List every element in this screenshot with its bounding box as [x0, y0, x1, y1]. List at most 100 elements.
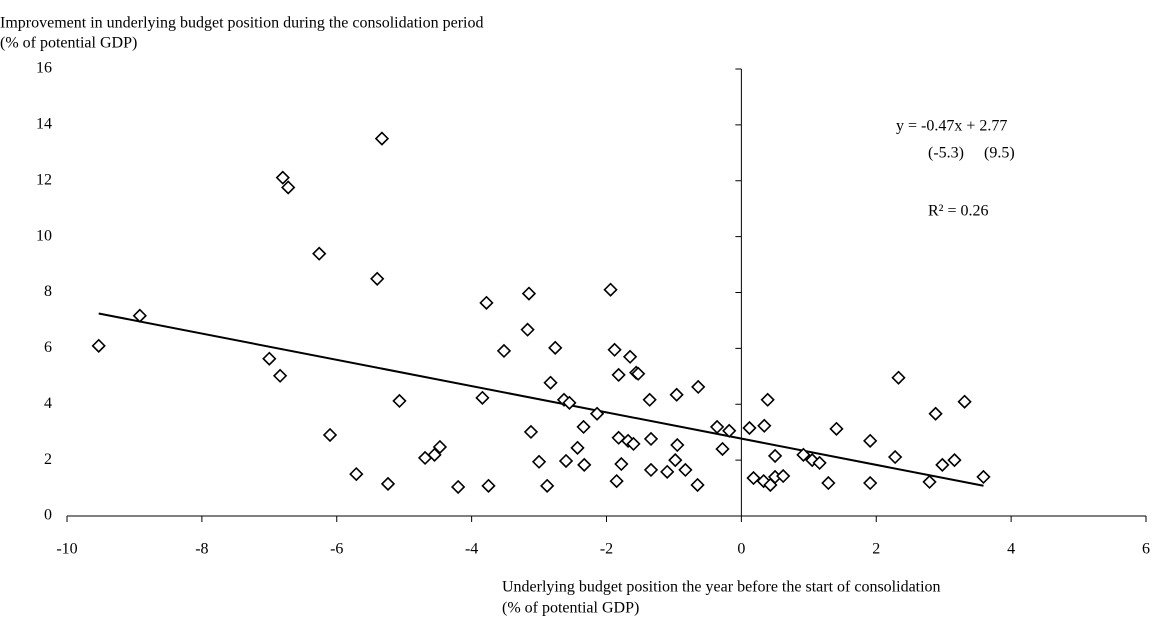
- y-tick-label: 2: [44, 451, 52, 468]
- scatter-point: [611, 367, 626, 383]
- scatter-point: [863, 433, 878, 448]
- scatter-point: [715, 441, 730, 457]
- scatter-point: [543, 375, 558, 390]
- scatter-point: [91, 338, 106, 353]
- scatter-point: [521, 286, 537, 301]
- y-tick-label: 12: [36, 171, 52, 188]
- x-tick-label: -4: [465, 541, 478, 558]
- scatter-point: [349, 466, 364, 482]
- scatter-point: [576, 419, 591, 435]
- trendline: [98, 312, 984, 487]
- scatter-point: [891, 370, 906, 385]
- y-tick-label: 14: [36, 116, 52, 133]
- scatter-point: [863, 475, 878, 491]
- scatter-point: [928, 406, 943, 421]
- scatter-point: [540, 478, 555, 493]
- scatter-point: [757, 418, 772, 433]
- scatter-point: [562, 395, 577, 410]
- r-squared: R² = 0.26: [928, 203, 989, 220]
- scatter-point: [670, 437, 685, 453]
- scatter-point: [589, 406, 605, 421]
- scatter-point: [570, 440, 585, 455]
- scatter-point: [611, 430, 626, 445]
- y-tick-label: 16: [36, 60, 52, 77]
- scatter-point: [626, 436, 641, 452]
- y-axis-title: Improvement in underlying budget positio…: [0, 15, 483, 32]
- scatter-point: [935, 457, 950, 473]
- scatter-point: [643, 431, 659, 447]
- scatter-point: [746, 470, 761, 486]
- scatter-point: [531, 454, 547, 469]
- x-tick-label: -2: [600, 541, 613, 558]
- scatter-point: [722, 423, 737, 438]
- scatter-point: [796, 447, 811, 462]
- t-stats: (-5.3) (9.5): [928, 145, 1015, 162]
- scatter-point: [660, 464, 675, 479]
- x-tick-label: -8: [195, 541, 208, 558]
- scatter-point: [272, 368, 288, 383]
- scatter-point: [622, 349, 638, 364]
- y-tick-label: 6: [44, 339, 52, 356]
- scatter-point: [392, 393, 407, 409]
- scatter-point: [976, 469, 991, 485]
- x-tick-label: 4: [1007, 541, 1015, 558]
- scatter-point: [479, 295, 494, 310]
- scatter-point: [821, 475, 836, 491]
- scatter-point: [548, 340, 563, 355]
- x-tick-label: 0: [737, 541, 745, 558]
- scatter-point: [609, 473, 624, 489]
- scatter-point: [427, 447, 442, 462]
- scatter-point: [380, 476, 396, 492]
- scatter-point: [669, 387, 684, 402]
- scatter-point: [742, 420, 757, 436]
- scatter-point: [767, 448, 783, 464]
- scatter-point: [607, 342, 622, 357]
- scatter-point: [374, 131, 390, 146]
- x-axis-title: (% of potential GDP): [502, 600, 639, 617]
- scatter-point: [275, 170, 290, 185]
- scatter-point: [922, 474, 937, 490]
- scatter-point: [812, 455, 827, 471]
- scatter-point: [475, 390, 490, 405]
- scatter-point: [370, 271, 385, 286]
- scatter-point: [690, 477, 705, 493]
- scatter-point: [523, 424, 539, 440]
- scatter-point: [643, 462, 659, 478]
- scatter-point: [558, 453, 574, 469]
- x-tick-label: 6: [1142, 541, 1150, 558]
- x-tick-label: -10: [56, 541, 77, 558]
- scatter-point: [888, 449, 903, 465]
- scatter-point: [451, 479, 466, 495]
- scatter-point: [312, 246, 327, 261]
- scatter-point: [631, 366, 646, 381]
- y-tick-label: 10: [36, 227, 52, 244]
- scatter-point: [776, 468, 791, 484]
- scatter-point: [957, 394, 972, 409]
- scatter-point: [281, 180, 296, 195]
- scatter-point: [322, 427, 338, 443]
- scatter-point: [481, 478, 496, 493]
- y-tick-label: 4: [44, 395, 52, 412]
- scatter-point: [829, 421, 844, 436]
- scatter-point: [132, 308, 147, 323]
- scatter-point: [678, 462, 693, 478]
- scatter-point: [496, 343, 512, 359]
- y-tick-label: 0: [44, 507, 52, 524]
- scatter-point: [520, 322, 535, 337]
- scatter-point: [668, 452, 683, 468]
- scatter-point: [432, 439, 448, 455]
- scatter-point: [709, 419, 725, 435]
- equation: y = -0.47x + 2.77: [896, 118, 1007, 135]
- x-axis-title: Underlying budget position the year befo…: [502, 579, 941, 596]
- x-tick-label: 2: [872, 541, 880, 558]
- scatter-point: [642, 392, 657, 407]
- y-axis-title: (% of potential GDP): [0, 35, 137, 52]
- x-tick-label: -6: [330, 541, 343, 558]
- y-tick-label: 8: [44, 283, 52, 300]
- scatter-point: [691, 379, 706, 395]
- scatter-point: [760, 392, 775, 407]
- scatter-point: [603, 282, 618, 297]
- scatter-point: [614, 456, 629, 472]
- scatter-point: [577, 457, 592, 473]
